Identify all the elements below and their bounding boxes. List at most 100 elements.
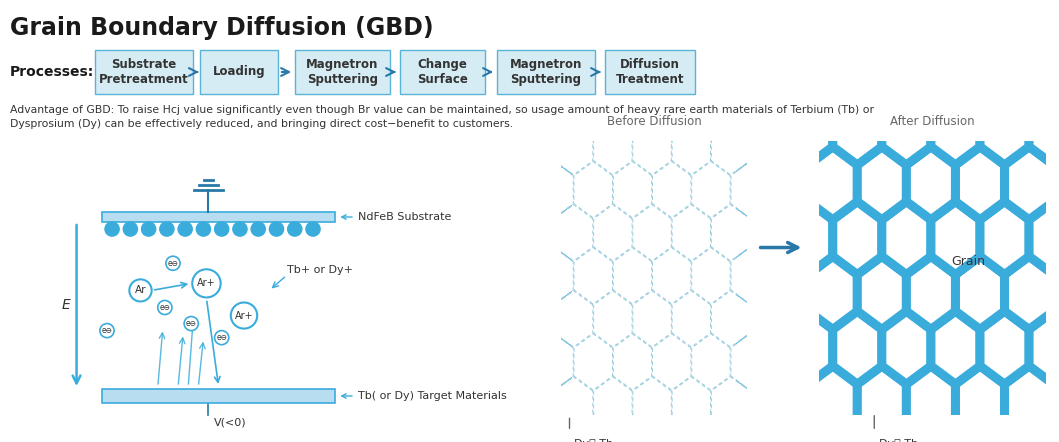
- Polygon shape: [808, 147, 858, 220]
- Polygon shape: [751, 291, 789, 347]
- Polygon shape: [692, 76, 730, 132]
- Text: After Diffusion: After Diffusion: [890, 115, 974, 128]
- Text: Ar+: Ar+: [197, 278, 216, 288]
- Polygon shape: [672, 118, 711, 175]
- Text: Advantage of GBD: To raise Hcj value significantly even though Br value can be m: Advantage of GBD: To raise Hcj value sig…: [10, 105, 874, 129]
- Polygon shape: [652, 76, 690, 132]
- FancyBboxPatch shape: [605, 50, 695, 94]
- Text: Grain: Grain: [951, 255, 985, 268]
- Circle shape: [160, 222, 174, 236]
- Polygon shape: [555, 377, 593, 433]
- Polygon shape: [613, 420, 651, 442]
- Polygon shape: [633, 205, 671, 261]
- Polygon shape: [955, 366, 1005, 439]
- Polygon shape: [882, 421, 931, 442]
- Circle shape: [196, 222, 211, 236]
- Polygon shape: [652, 420, 690, 442]
- Polygon shape: [882, 202, 931, 274]
- Polygon shape: [832, 202, 882, 274]
- Polygon shape: [882, 311, 931, 384]
- FancyBboxPatch shape: [95, 50, 193, 94]
- Polygon shape: [808, 366, 858, 439]
- Polygon shape: [633, 377, 671, 433]
- Polygon shape: [980, 311, 1029, 384]
- Polygon shape: [594, 291, 632, 347]
- Polygon shape: [907, 366, 955, 439]
- Polygon shape: [613, 76, 651, 132]
- Circle shape: [193, 269, 220, 297]
- Text: Tb+ or Dy+: Tb+ or Dy+: [287, 265, 353, 275]
- Text: Magnetron
Sputtering: Magnetron Sputtering: [306, 58, 379, 86]
- Circle shape: [288, 222, 302, 236]
- Polygon shape: [832, 311, 882, 384]
- Circle shape: [123, 222, 138, 236]
- Polygon shape: [712, 377, 750, 433]
- Polygon shape: [858, 256, 907, 329]
- Text: Diffusion
Treatment: Diffusion Treatment: [615, 58, 684, 86]
- Text: Before Diffusion: Before Diffusion: [607, 115, 701, 128]
- Polygon shape: [955, 147, 1005, 220]
- Polygon shape: [672, 377, 711, 433]
- Polygon shape: [882, 92, 931, 165]
- Polygon shape: [770, 334, 809, 390]
- Polygon shape: [1005, 37, 1054, 110]
- Circle shape: [215, 331, 229, 345]
- FancyBboxPatch shape: [821, 144, 1044, 413]
- Polygon shape: [808, 37, 858, 110]
- Bar: [102, 212, 336, 222]
- Polygon shape: [1029, 311, 1059, 384]
- Polygon shape: [784, 92, 832, 165]
- Text: Dy， Tb: Dy， Tb: [574, 439, 612, 442]
- Polygon shape: [555, 205, 593, 261]
- Polygon shape: [574, 162, 612, 218]
- Polygon shape: [555, 118, 593, 175]
- Polygon shape: [759, 366, 808, 439]
- Polygon shape: [858, 147, 907, 220]
- Polygon shape: [759, 256, 808, 329]
- Polygon shape: [980, 92, 1029, 165]
- Text: Ar+: Ar+: [235, 311, 253, 320]
- Text: Processes:: Processes:: [10, 65, 94, 79]
- Circle shape: [269, 222, 284, 236]
- Circle shape: [178, 222, 193, 236]
- Circle shape: [105, 222, 120, 236]
- Text: e⊖: e⊖: [102, 326, 112, 335]
- Polygon shape: [613, 334, 651, 390]
- Polygon shape: [858, 37, 907, 110]
- Circle shape: [184, 316, 198, 331]
- Polygon shape: [784, 202, 832, 274]
- Polygon shape: [574, 76, 612, 132]
- Circle shape: [251, 222, 266, 236]
- Text: Dy， Tb: Dy， Tb: [879, 439, 918, 442]
- Text: Tb( or Dy) Target Materials: Tb( or Dy) Target Materials: [342, 391, 506, 401]
- Polygon shape: [731, 334, 770, 390]
- Circle shape: [166, 256, 180, 271]
- FancyBboxPatch shape: [497, 50, 595, 94]
- Text: NdFeB Substrate: NdFeB Substrate: [342, 212, 451, 222]
- Polygon shape: [613, 162, 651, 218]
- Bar: [561, 141, 572, 415]
- Polygon shape: [751, 118, 789, 175]
- Polygon shape: [770, 420, 809, 442]
- Text: E: E: [62, 298, 71, 312]
- Polygon shape: [731, 248, 770, 304]
- Polygon shape: [731, 420, 770, 442]
- Polygon shape: [931, 421, 980, 442]
- Text: Change
Surface: Change Surface: [417, 58, 468, 86]
- Polygon shape: [652, 248, 690, 304]
- Polygon shape: [672, 205, 711, 261]
- Polygon shape: [574, 248, 612, 304]
- Circle shape: [142, 222, 156, 236]
- Polygon shape: [692, 334, 730, 390]
- Polygon shape: [980, 421, 1029, 442]
- Polygon shape: [770, 76, 809, 132]
- Polygon shape: [1029, 421, 1059, 442]
- Text: e⊖: e⊖: [167, 259, 179, 268]
- Polygon shape: [535, 76, 573, 132]
- Polygon shape: [980, 202, 1029, 274]
- Text: Ar: Ar: [134, 286, 146, 295]
- Text: Magnetron
Sputtering: Magnetron Sputtering: [509, 58, 582, 86]
- Circle shape: [233, 222, 247, 236]
- Polygon shape: [535, 420, 573, 442]
- Polygon shape: [613, 248, 651, 304]
